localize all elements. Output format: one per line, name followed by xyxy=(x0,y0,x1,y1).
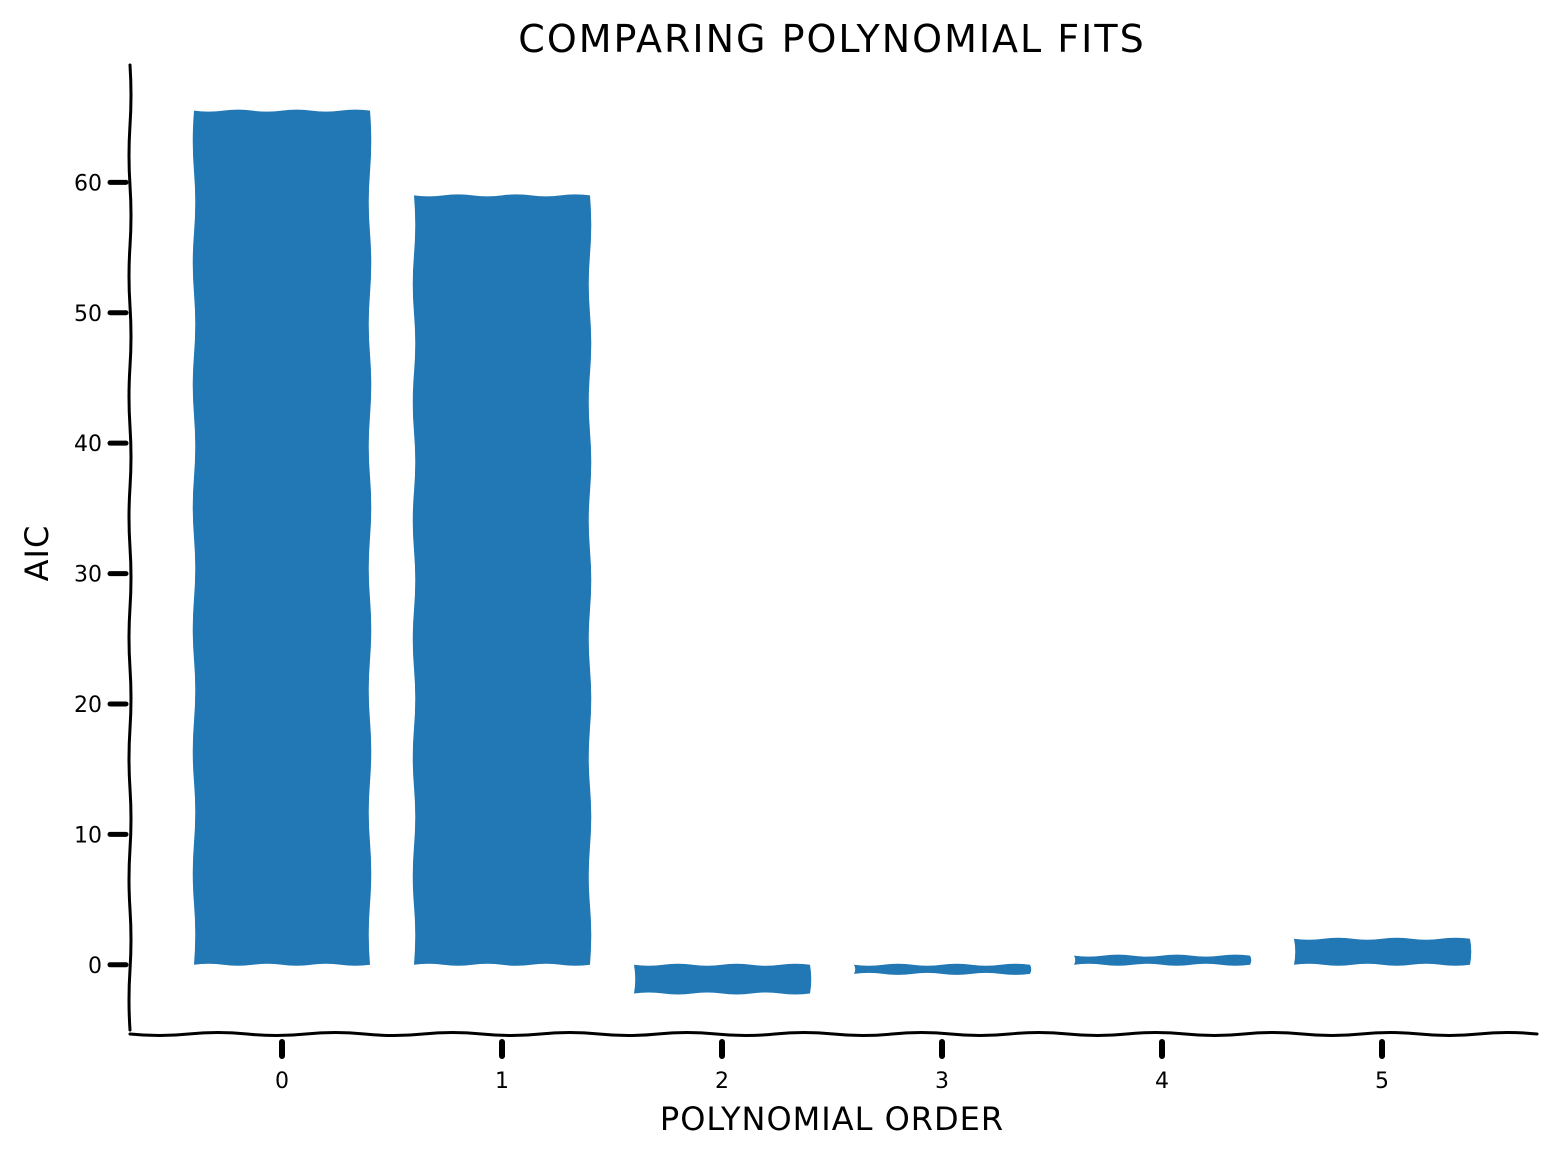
x-tick-label: 2 xyxy=(715,1069,729,1094)
y-tick-label: 30 xyxy=(74,563,102,588)
x-tick-label: 5 xyxy=(1375,1069,1389,1094)
x-ticks: 0 1 2 3 4 5 xyxy=(275,1039,1389,1094)
x-tick-label: 0 xyxy=(275,1069,289,1094)
bar-0 xyxy=(192,109,372,966)
y-tick-label: 0 xyxy=(88,954,102,979)
y-axis-label: AIC xyxy=(18,525,56,582)
bar-4 xyxy=(1074,954,1252,966)
x-tick-label: 4 xyxy=(1155,1069,1169,1094)
y-tick-label: 20 xyxy=(74,693,102,718)
axes-group xyxy=(127,63,1539,1037)
y-ticks: 0 10 20 30 40 50 60 xyxy=(74,171,129,979)
bar-5 xyxy=(1294,937,1472,966)
bar-1 xyxy=(412,194,592,966)
y-tick-label: 60 xyxy=(74,171,102,196)
y-tick-label: 40 xyxy=(74,432,102,457)
x-axis-line xyxy=(128,1031,1539,1037)
y-tick-label: 50 xyxy=(74,302,102,327)
x-tick-label: 1 xyxy=(495,1069,509,1094)
bars-group xyxy=(192,109,1472,995)
bar-3 xyxy=(854,963,1032,975)
bar-2 xyxy=(634,963,812,995)
x-axis-label: POLYNOMIAL ORDER xyxy=(660,1100,1004,1138)
y-axis-line xyxy=(127,63,133,1032)
y-tick-label: 10 xyxy=(74,823,102,848)
x-tick-label: 3 xyxy=(935,1069,949,1094)
chart-title: COMPARING POLYNOMIAL FITS xyxy=(518,17,1145,61)
